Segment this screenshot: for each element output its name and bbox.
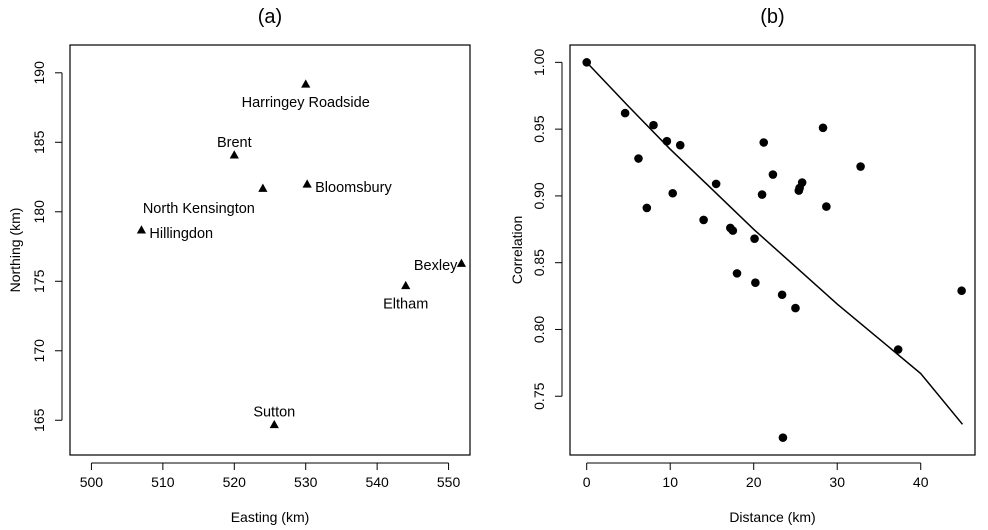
site-marker [136,225,147,234]
panel-b-correlation-plot: (b) 0 10 20 30 40 Distance (km) 0.75 0.80 0.85 0.9… [509,6,976,525]
x-tick-label: 540 [365,474,389,490]
site-label: Sutton [253,404,295,420]
data-point [642,203,652,213]
data-point [620,108,630,118]
x-tick-label: 520 [223,474,247,490]
site-marker [456,258,467,267]
fitted-curve [586,61,964,425]
y-tick-label: 180 [31,200,47,224]
y-tick-label: 0.80 [531,316,547,343]
x-tick-label: 550 [437,474,461,490]
data-point [728,226,738,235]
site-marker [229,150,239,159]
y-tick-label: 165 [31,408,47,432]
y-tick-label: 0.85 [531,249,547,276]
y-axis-label: Northing (km) [7,208,23,293]
data-point [668,188,678,198]
data-point [768,170,778,179]
data-point [822,202,831,211]
x-tick-label: 0 [583,474,591,490]
x-tick-label: 500 [80,474,104,490]
data-point [699,215,708,225]
plot-frame [569,44,976,456]
y-tick-label: 0.90 [531,182,547,209]
data-point [778,433,788,442]
panel-title: (a) [258,6,282,28]
site-label: Harringey Roadside [242,95,370,111]
site-label: Brent [217,135,252,151]
data-point [751,278,760,288]
plot-frame [69,44,471,456]
data-point [893,345,903,354]
panel-title: (b) [760,6,784,28]
y-tick-label: 0.95 [531,115,547,142]
data-point [791,303,800,313]
x-tick-label: 530 [294,474,318,490]
site-label: North Kensington [143,201,255,217]
data-point [750,234,759,243]
x-tick-label: 10 [662,474,678,490]
data-point [711,179,721,189]
x-tick-label: 30 [829,474,845,490]
data-point [582,58,592,67]
y-tick-label: 0.75 [531,382,547,409]
x-tick-label: 510 [151,474,175,490]
data-point [957,286,966,296]
site-marker [269,419,279,429]
y-tick-label: 1.00 [531,49,547,76]
x-tick-label: 20 [746,474,762,490]
y-tick-label: 185 [31,130,47,154]
data-point [818,123,828,133]
site-label: Eltham [383,296,428,312]
x-tick-label: 40 [913,474,929,490]
site-marker [401,280,411,290]
y-axis-label: Correlation [509,216,525,284]
data-point [675,140,685,150]
data-point [856,162,865,171]
site-label: Hillingdon [149,226,213,242]
data-point [777,290,787,300]
panel-a-location-map: (a) 500 510 520 530 540 550 Easting (km) 165 170 1… [7,6,471,525]
data-point [757,190,767,199]
x-axis-label: Easting (km) [231,509,310,525]
data-point [649,120,658,130]
data-point [797,178,807,187]
data-point [634,154,643,163]
x-axis-label: Distance (km) [729,509,815,525]
data-point [759,138,769,147]
data-point [732,269,742,278]
y-tick-label: 170 [31,339,47,363]
site-marker [301,79,311,88]
y-tick-label: 175 [31,269,47,293]
site-marker [302,179,312,188]
data-point [662,136,672,146]
site-label: Bloomsbury [315,180,392,196]
y-tick-label: 190 [31,61,47,85]
site-label: Bexley [414,258,458,274]
site-marker [258,183,268,192]
